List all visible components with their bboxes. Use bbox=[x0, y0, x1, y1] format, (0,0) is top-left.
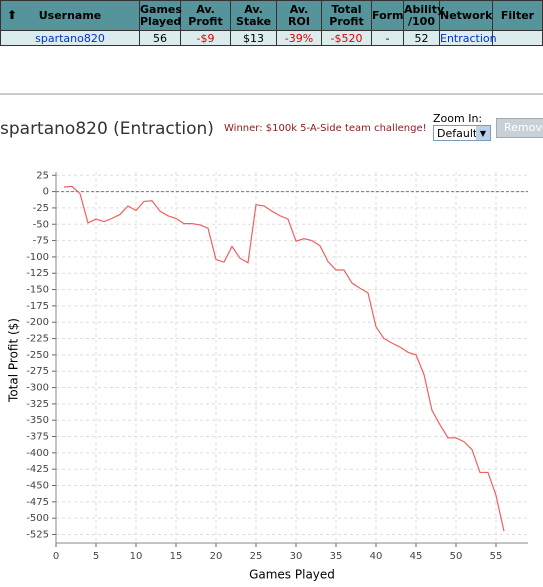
data-cell: -39% bbox=[276, 30, 322, 46]
header-cell: Av. Profit bbox=[180, 0, 231, 31]
header-cell: Form bbox=[371, 0, 404, 31]
y-tick-label: -225 bbox=[26, 334, 49, 345]
header-text: Av. ROI bbox=[288, 2, 310, 28]
y-tick-label: -325 bbox=[26, 399, 49, 410]
chart-title: spartano820 (Entraction) bbox=[0, 119, 214, 139]
x-tick-label: 25 bbox=[250, 551, 263, 562]
x-tick-label: 5 bbox=[93, 551, 99, 562]
data-cell: -$9 bbox=[180, 30, 231, 46]
annotation: Winner: $100k 5-A-Side team challenge! bbox=[224, 123, 427, 134]
y-tick-label: 25 bbox=[36, 170, 49, 181]
header-cell: Filter bbox=[492, 0, 543, 31]
y-tick-label: -500 bbox=[26, 513, 49, 524]
y-tick-label: -350 bbox=[26, 415, 49, 426]
y-tick-label: -50 bbox=[33, 219, 49, 230]
header-text: Total Profit bbox=[329, 2, 364, 28]
header-cell: Network bbox=[439, 0, 493, 31]
y-tick-label: -250 bbox=[26, 350, 49, 361]
y-tick-label: -175 bbox=[26, 301, 49, 312]
header-cell: Games Played bbox=[139, 0, 182, 31]
data-cell[interactable]: Entraction bbox=[439, 30, 497, 46]
x-tick-label: 50 bbox=[450, 551, 463, 562]
header-cell[interactable]: ⬆ Username bbox=[0, 0, 140, 31]
y-tick-label: -475 bbox=[26, 497, 49, 508]
data-cell: $13 bbox=[230, 30, 277, 46]
zoom-select[interactable]: Default ▼ bbox=[433, 125, 491, 141]
remove-button[interactable]: Remove bbox=[496, 118, 543, 138]
y-tick-label: -125 bbox=[26, 268, 49, 279]
header-cell: Ability /100 bbox=[403, 0, 444, 31]
x-tick-label: 40 bbox=[370, 551, 383, 562]
y-tick-label: 0 bbox=[43, 187, 49, 198]
header-text: Username bbox=[38, 8, 102, 22]
y-tick-label: -100 bbox=[26, 252, 49, 263]
y-tick-label: -525 bbox=[26, 530, 49, 541]
header-text: Filter bbox=[500, 8, 535, 22]
y-tick-label: -75 bbox=[33, 236, 49, 247]
x-axis-label: Games Played bbox=[249, 568, 335, 582]
y-tick-label: -400 bbox=[26, 448, 49, 459]
data-cell: -$520 bbox=[321, 30, 372, 46]
zoom-label: Zoom In: bbox=[433, 112, 483, 125]
y-tick-label: -150 bbox=[26, 285, 49, 296]
data-cell: 56 bbox=[139, 30, 181, 46]
x-tick-label: 0 bbox=[53, 551, 59, 562]
header-text: Av. Profit bbox=[188, 2, 223, 28]
y-tick-label: -275 bbox=[26, 366, 49, 377]
x-tick-label: 35 bbox=[330, 551, 343, 562]
data-cell bbox=[492, 30, 543, 46]
y-tick-label: -425 bbox=[26, 464, 49, 475]
header-text: Form bbox=[372, 8, 404, 22]
y-tick-label: -25 bbox=[33, 203, 49, 214]
stats-table: ⬆ Username Games Played Av. Profit Av. Stake… bbox=[0, 0, 543, 46]
header-text: Network bbox=[440, 8, 493, 22]
x-tick-label: 20 bbox=[210, 551, 223, 562]
y-tick-label: -300 bbox=[26, 383, 49, 394]
y-tick-label: -450 bbox=[26, 481, 49, 492]
header-cell: Total Profit bbox=[321, 0, 372, 31]
x-tick-label: 10 bbox=[130, 551, 143, 562]
data-cell: 52 bbox=[403, 30, 440, 46]
x-tick-label: 15 bbox=[170, 551, 183, 562]
y-axis-label: Total Profit ($) bbox=[7, 318, 21, 403]
data-cell[interactable]: spartano820 bbox=[0, 30, 140, 46]
header-text: Games Played bbox=[140, 2, 182, 28]
line bbox=[63, 185, 505, 532]
x-tick-label: 45 bbox=[410, 551, 423, 562]
dropdown-arrow: ▼ bbox=[476, 126, 490, 140]
x-tick-label: 30 bbox=[290, 551, 303, 562]
y-tick-label: -375 bbox=[26, 432, 49, 443]
header-text: Av. Stake bbox=[235, 2, 272, 28]
x-tick-label: 55 bbox=[490, 551, 503, 562]
zoom-value: Default bbox=[437, 127, 478, 140]
sort-arrow[interactable]: ⬆ bbox=[7, 8, 18, 22]
header-text: Ability /100 bbox=[404, 2, 445, 28]
header-cell: Av. Stake bbox=[230, 0, 277, 31]
y-tick-label: -200 bbox=[26, 317, 49, 328]
